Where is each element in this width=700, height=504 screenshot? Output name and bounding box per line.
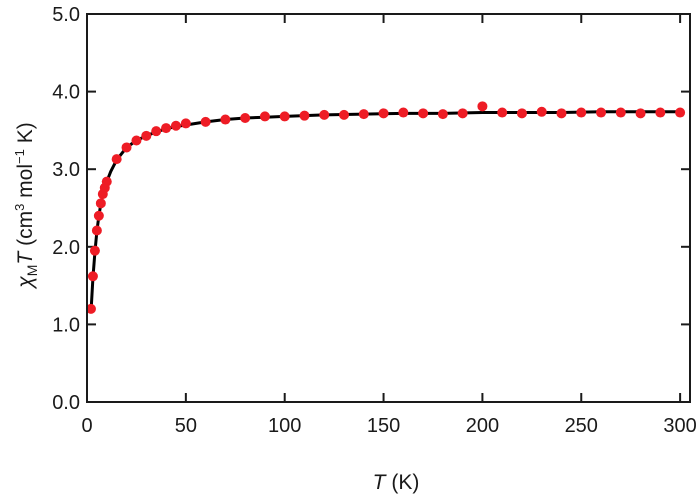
data-point [378,108,389,119]
y-tick-label: 5.0 [52,4,80,26]
data-point [556,108,567,119]
fit-curve [89,110,681,313]
data-point [89,245,100,256]
data-point [596,107,607,118]
data-point [91,225,102,236]
data-point [457,108,468,119]
data-point [93,210,104,221]
data-point [615,107,626,118]
data-point [299,110,310,121]
data-point [85,303,96,314]
x-tick-label: 300 [663,415,696,437]
y-tick-label: 4.0 [52,82,80,104]
data-point [516,108,527,119]
data-point [87,271,98,282]
y-tick-label: 3.0 [52,159,80,181]
data-point [220,114,231,125]
data-point [111,154,122,165]
x-axis-title: T (K) [373,471,420,494]
y-axis-title: χMT (cm3 mol−1 K) [12,122,40,289]
x-tick-label: 200 [466,415,499,437]
tick-labels: 0 50 100 150 200 250 300 0.0 1.0 2.0 3.0 4.0 5.0 [52,4,697,437]
data-point [319,109,330,120]
data-point [141,130,152,141]
data-point [358,109,369,120]
data-point [279,111,290,122]
y-tick-label: 1.0 [52,314,80,336]
data-point [240,112,251,123]
x-tick-label: 0 [81,415,92,437]
data-point [95,198,106,209]
fit-curve-group [89,110,681,313]
data-point [437,109,448,120]
y-tick-label: 2.0 [52,237,80,259]
data-point [655,107,666,118]
axis-ticks [86,13,690,403]
data-point [576,107,587,118]
data-point [259,111,270,122]
data-point [101,176,112,187]
data-point [536,106,547,117]
data-point [200,116,211,127]
data-point [477,101,488,112]
data-point [675,107,686,118]
x-tick-label: 150 [367,415,400,437]
data-point [161,123,172,134]
data-point [418,108,429,119]
plot-frame [86,13,691,403]
data-point [180,118,191,129]
data-point [339,109,350,120]
x-tick-label: 250 [565,415,598,437]
data-point [131,135,142,146]
y-tick-label: 0.0 [52,392,80,414]
data-points [85,101,686,314]
data-point [635,108,646,119]
data-point [497,107,508,118]
data-point [398,107,409,118]
x-tick-label: 100 [268,415,301,437]
data-point [121,142,132,153]
x-tick-label: 50 [175,415,197,437]
data-point [151,126,162,137]
data-point [170,120,181,131]
